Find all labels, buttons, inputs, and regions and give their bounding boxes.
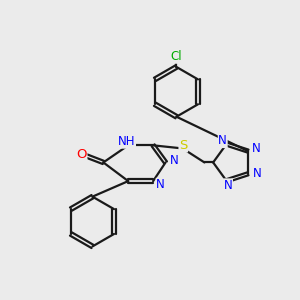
Text: Cl: Cl xyxy=(171,50,182,63)
Text: S: S xyxy=(179,139,188,152)
Text: N: N xyxy=(218,134,227,148)
Text: O: O xyxy=(76,148,87,161)
Text: N: N xyxy=(156,178,165,191)
Text: N: N xyxy=(224,179,232,192)
Text: N: N xyxy=(170,154,179,167)
Text: N: N xyxy=(253,167,261,180)
Text: NH: NH xyxy=(118,135,135,148)
Text: N: N xyxy=(252,142,260,155)
